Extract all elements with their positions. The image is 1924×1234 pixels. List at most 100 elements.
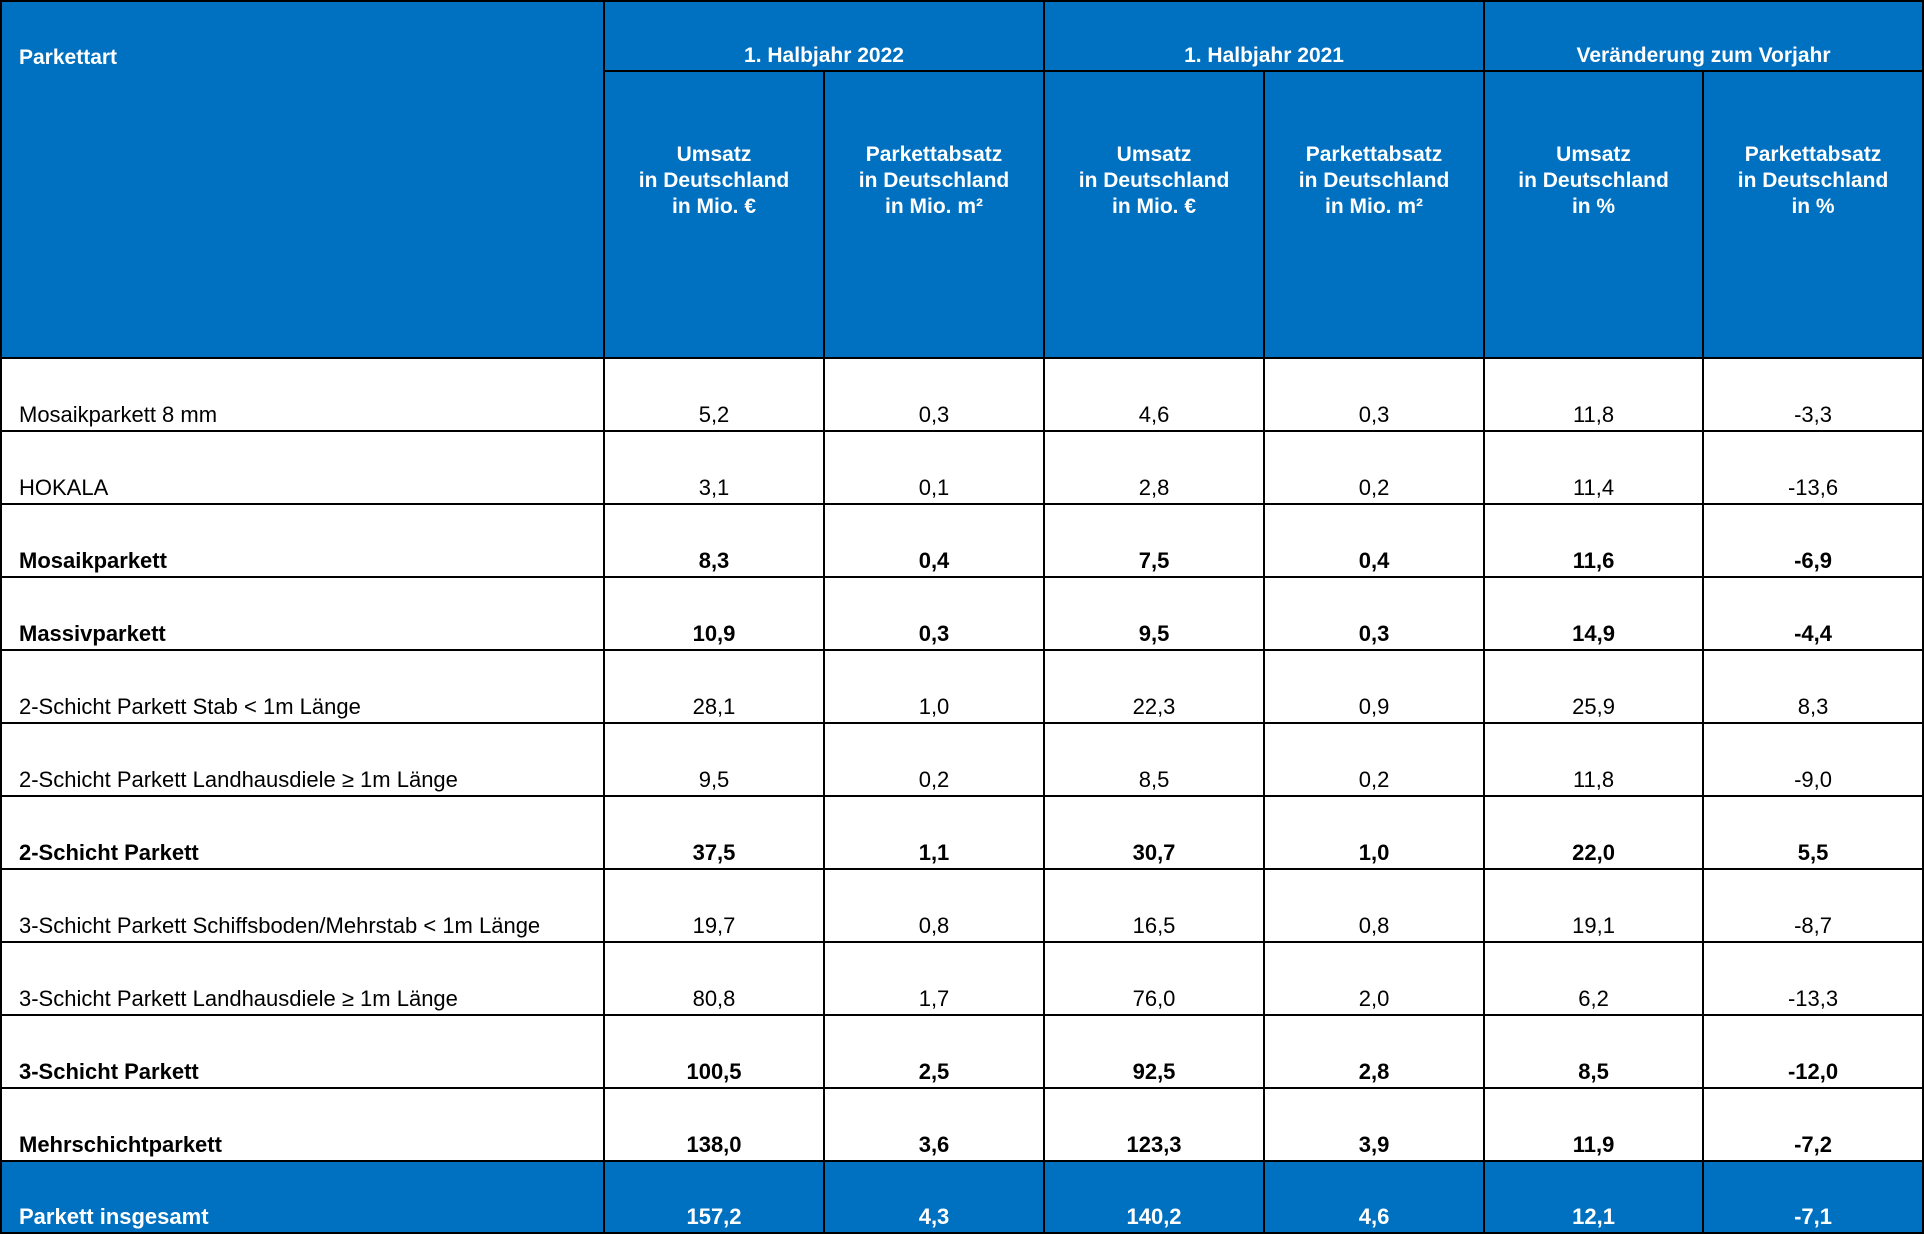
value-cell: -13,6 (1702, 430, 1924, 505)
value-cell: 0,2 (1263, 722, 1486, 797)
value-cell: 19,1 (1483, 868, 1705, 943)
table-row: 2-Schicht Parkett Stab < 1m Länge 28,1 1,0… (0, 649, 1924, 724)
sub-header-line: in Mio. m² (885, 195, 983, 218)
row-label: 2-Schicht Parkett (0, 795, 605, 870)
value-cell: -8,7 (1702, 868, 1924, 943)
sub-header-line: in Mio. € (672, 195, 756, 218)
value-cell: 2,5 (822, 1014, 1046, 1089)
value-cell: 2,8 (1043, 430, 1266, 505)
value-cell: 30,7 (1043, 795, 1266, 870)
value-cell: 140,2 (1043, 1160, 1266, 1234)
sub-header-line: in Deutschland (1298, 169, 1450, 192)
table-body: Mosaikparkett 8 mm 5,2 0,3 4,6 0,3 11,8 -3,3 HO… (0, 357, 1924, 1234)
column-header-parkettart: Parkettart (0, 0, 605, 359)
sub-header-umsatz-2021: Umsatz in Deutschland in Mio. € (1043, 70, 1266, 359)
value-cell: 1,0 (822, 649, 1046, 724)
value-cell: 8,5 (1483, 1014, 1705, 1089)
group-header-change: Veränderung zum Vorjahr (1483, 0, 1924, 72)
value-cell: -9,0 (1702, 722, 1924, 797)
value-cell: 8,3 (603, 503, 825, 578)
value-cell: 12,1 (1483, 1160, 1705, 1234)
value-cell: 11,8 (1483, 722, 1705, 797)
value-cell: 37,5 (603, 795, 825, 870)
value-cell: 4,6 (1043, 357, 1266, 432)
sub-header-line: in Mio. € (1112, 195, 1197, 218)
value-cell: -7,1 (1702, 1160, 1924, 1234)
value-cell: 80,8 (603, 941, 825, 1016)
row-label: 2-Schicht Parkett Stab < 1m Länge (0, 649, 605, 724)
value-cell: -4,4 (1702, 576, 1924, 651)
sub-header-line: in % (1571, 195, 1616, 218)
value-cell: 0,8 (1263, 868, 1486, 943)
table-row: 3-Schicht Parkett Schiffsboden/Mehrstab … (0, 868, 1924, 943)
sub-header-line: Umsatz (1116, 143, 1192, 166)
sub-header-line: in Deutschland (1078, 169, 1230, 192)
value-cell: -13,3 (1702, 941, 1924, 1016)
sub-header-line: in Deutschland (1518, 169, 1669, 192)
sub-header-line: Umsatz (676, 143, 752, 166)
total-row: Parkett insgesamt 157,2 4,3 140,2 4,6 12,1 -7,… (0, 1160, 1924, 1234)
sub-header-umsatz-change: Umsatz in Deutschland in % (1483, 70, 1705, 359)
row-label: 3-Schicht Parkett Landhausdiele ≥ 1m Län… (0, 941, 605, 1016)
value-cell: -12,0 (1702, 1014, 1924, 1089)
table-row: HOKALA 3,1 0,1 2,8 0,2 11,4 -13,6 (0, 430, 1924, 505)
value-cell: 11,6 (1483, 503, 1705, 578)
table-row: Mosaikparkett 8,3 0,4 7,5 0,4 11,6 -6,9 (0, 503, 1924, 578)
value-cell: 76,0 (1043, 941, 1266, 1016)
value-cell: 22,0 (1483, 795, 1705, 870)
value-cell: 0,4 (1263, 503, 1486, 578)
row-label: 3-Schicht Parkett (0, 1014, 605, 1089)
value-cell: -6,9 (1702, 503, 1924, 578)
row-label: Mosaikparkett (0, 503, 605, 578)
group-header-2022: 1. Halbjahr 2022 (602, 0, 1046, 72)
sub-header-line: in % (1791, 195, 1835, 218)
sub-header-line: Parkettabsatz (1305, 143, 1443, 166)
value-cell: 11,9 (1483, 1087, 1705, 1162)
value-cell: 0,2 (1263, 430, 1486, 505)
value-cell: 14,9 (1483, 576, 1705, 651)
value-cell: 8,5 (1043, 722, 1266, 797)
value-cell: 4,3 (822, 1160, 1046, 1234)
value-cell: 0,3 (822, 357, 1046, 432)
value-cell: 157,2 (603, 1160, 825, 1234)
value-cell: -7,2 (1702, 1087, 1924, 1162)
sub-header-umsatz-2022: Umsatz in Deutschland in Mio. € (603, 70, 825, 359)
row-label: 2-Schicht Parkett Landhausdiele ≥ 1m Län… (0, 722, 605, 797)
sub-header-line: Parkettabsatz (1744, 143, 1882, 166)
table-row: 3-Schicht Parkett Landhausdiele ≥ 1m Län… (0, 941, 1924, 1016)
table-row: Mosaikparkett 8 mm 5,2 0,3 4,6 0,3 11,8 -3,3 (0, 357, 1924, 432)
value-cell: 6,2 (1483, 941, 1705, 1016)
table-row: Mehrschichtparkett 138,0 3,6 123,3 3,9 11,9 -7… (0, 1087, 1924, 1162)
row-label: Mehrschichtparkett (0, 1087, 605, 1162)
value-cell: 3,6 (822, 1087, 1046, 1162)
table-row: Massivparkett 10,9 0,3 9,5 0,3 14,9 -4,4 (0, 576, 1924, 651)
value-cell: 100,5 (603, 1014, 825, 1089)
value-cell: 0,4 (822, 503, 1046, 578)
value-cell: 8,3 (1702, 649, 1924, 724)
sub-header-line: Umsatz (1556, 143, 1631, 166)
value-cell: 1,1 (822, 795, 1046, 870)
value-cell: 123,3 (1043, 1087, 1266, 1162)
value-cell: 0,3 (1263, 576, 1486, 651)
table-row: 2-Schicht Parkett 37,5 1,1 30,7 1,0 22,0 5,5 (0, 795, 1924, 870)
sub-header-line: in Mio. m² (1325, 195, 1424, 218)
value-cell: 22,3 (1043, 649, 1266, 724)
row-label: Parkett insgesamt (0, 1160, 605, 1234)
value-cell: 0,8 (822, 868, 1046, 943)
value-cell: 2,0 (1263, 941, 1486, 1016)
value-cell: 2,8 (1263, 1014, 1486, 1089)
value-cell: 19,7 (603, 868, 825, 943)
value-cell: 16,5 (1043, 868, 1266, 943)
row-label: Massivparkett (0, 576, 605, 651)
value-cell: 4,6 (1263, 1160, 1486, 1234)
value-cell: 0,3 (822, 576, 1046, 651)
value-cell: 0,3 (1263, 357, 1486, 432)
value-cell: 0,9 (1263, 649, 1486, 724)
table-row: 3-Schicht Parkett 100,5 2,5 92,5 2,8 8,5 -12,0 (0, 1014, 1924, 1089)
sub-header-absatz-change: Parkettabsatz in Deutschland in % (1702, 70, 1924, 359)
column-header-parkettart-label: Parkettart (19, 46, 118, 69)
sub-header-line: in Deutschland (1737, 169, 1889, 192)
value-cell: 7,5 (1043, 503, 1266, 578)
value-cell: -3,3 (1702, 357, 1924, 432)
row-label: HOKALA (0, 430, 605, 505)
